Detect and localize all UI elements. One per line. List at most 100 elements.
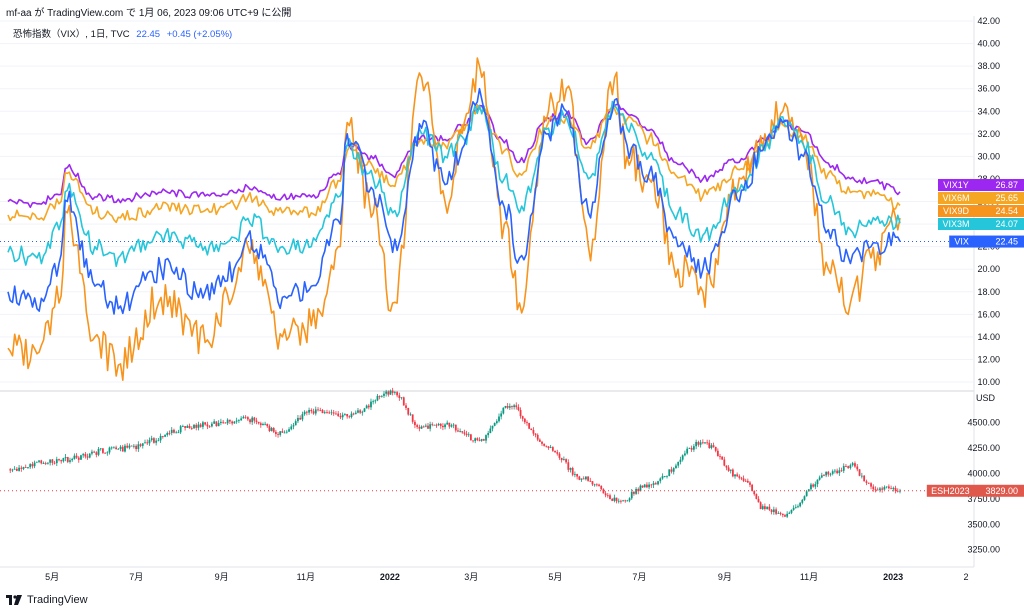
es-candle[interactable] bbox=[838, 470, 841, 474]
es-candle[interactable] bbox=[319, 409, 322, 411]
es-candle[interactable] bbox=[576, 474, 579, 477]
es-candle[interactable] bbox=[803, 496, 806, 500]
es-candle[interactable] bbox=[639, 485, 642, 492]
es-candle[interactable] bbox=[763, 506, 766, 509]
last-value-tag-vix9d[interactable]: VIX9D 24.54 bbox=[938, 205, 1024, 217]
es-candle[interactable] bbox=[378, 395, 381, 397]
es-candle[interactable] bbox=[562, 459, 565, 461]
es-candle[interactable] bbox=[463, 432, 466, 434]
es-candle[interactable] bbox=[628, 498, 631, 501]
es-candle[interactable] bbox=[574, 474, 576, 475]
es-candle[interactable] bbox=[437, 423, 440, 425]
es-candle[interactable] bbox=[534, 433, 537, 435]
es-candle[interactable] bbox=[199, 424, 202, 427]
es-candle[interactable] bbox=[224, 422, 227, 424]
es-candle[interactable] bbox=[719, 456, 721, 458]
es-candle[interactable] bbox=[186, 425, 189, 428]
es-candle[interactable] bbox=[135, 445, 138, 450]
es-candle[interactable] bbox=[517, 407, 520, 411]
es-candle[interactable] bbox=[97, 449, 100, 455]
series-line-vix[interactable] bbox=[7, 87, 901, 315]
es-candle[interactable] bbox=[751, 484, 754, 492]
es-candle[interactable] bbox=[429, 424, 432, 429]
es-candle[interactable] bbox=[99, 448, 102, 450]
es-candle[interactable] bbox=[106, 452, 109, 454]
es-candle[interactable] bbox=[344, 414, 346, 415]
es-candle[interactable] bbox=[424, 425, 427, 427]
es-candle[interactable] bbox=[515, 405, 518, 408]
es-candle[interactable] bbox=[865, 481, 868, 483]
es-candle[interactable] bbox=[444, 424, 446, 428]
es-candle[interactable] bbox=[646, 484, 648, 488]
es-candle[interactable] bbox=[602, 489, 605, 494]
es-candle[interactable] bbox=[259, 423, 262, 426]
es-candle[interactable] bbox=[493, 423, 496, 426]
es-candle[interactable] bbox=[589, 480, 592, 482]
es-candle[interactable] bbox=[489, 428, 492, 434]
es-candle[interactable] bbox=[40, 460, 43, 464]
es-candle[interactable] bbox=[511, 406, 513, 408]
es-candle[interactable] bbox=[874, 489, 877, 491]
es-candle[interactable] bbox=[606, 495, 609, 497]
es-candle[interactable] bbox=[301, 414, 304, 420]
es-candle[interactable] bbox=[251, 417, 254, 423]
es-candle[interactable] bbox=[305, 411, 308, 413]
es-candle[interactable] bbox=[684, 453, 686, 456]
es-candle[interactable] bbox=[354, 412, 357, 414]
es-candle[interactable] bbox=[626, 500, 629, 502]
es-candle[interactable] bbox=[659, 478, 662, 482]
es-candle[interactable] bbox=[359, 410, 362, 413]
es-candle[interactable] bbox=[523, 418, 526, 423]
es-candle[interactable] bbox=[704, 442, 706, 444]
es-candle[interactable] bbox=[467, 434, 470, 436]
es-candle[interactable] bbox=[461, 431, 464, 433]
es-candle[interactable] bbox=[753, 491, 756, 495]
es-candle[interactable] bbox=[788, 512, 791, 514]
es-candle[interactable] bbox=[121, 446, 124, 452]
es-candle[interactable] bbox=[115, 447, 117, 450]
es-candle[interactable] bbox=[500, 413, 503, 417]
es-candle[interactable] bbox=[641, 485, 644, 488]
es-candle[interactable] bbox=[253, 417, 256, 421]
es-candle[interactable] bbox=[20, 467, 23, 469]
es-candle[interactable] bbox=[519, 410, 522, 417]
es-candle[interactable] bbox=[292, 425, 295, 427]
es-candle[interactable] bbox=[44, 463, 47, 464]
es-candle[interactable] bbox=[870, 483, 872, 487]
es-candle[interactable] bbox=[337, 413, 340, 417]
es-candle[interactable] bbox=[582, 478, 585, 480]
es-candle[interactable] bbox=[249, 419, 251, 423]
es-candle[interactable] bbox=[476, 438, 479, 440]
es-candle[interactable] bbox=[348, 416, 351, 418]
es-candle[interactable] bbox=[521, 416, 524, 419]
es-candle[interactable] bbox=[190, 428, 193, 429]
es-candle[interactable] bbox=[27, 467, 29, 468]
es-candle[interactable] bbox=[530, 428, 533, 431]
es-candle[interactable] bbox=[609, 495, 611, 499]
es-candle[interactable] bbox=[141, 443, 144, 446]
es-candle[interactable] bbox=[9, 469, 12, 471]
es-candle[interactable] bbox=[144, 442, 146, 444]
es-candle[interactable] bbox=[332, 412, 335, 414]
es-candle[interactable] bbox=[139, 444, 142, 446]
es-candle[interactable] bbox=[560, 457, 563, 461]
es-candle[interactable] bbox=[593, 484, 596, 486]
es-candle[interactable] bbox=[206, 424, 209, 427]
es-candle[interactable] bbox=[370, 401, 372, 408]
es-candle[interactable] bbox=[851, 463, 854, 466]
series-line-vix3m[interactable] bbox=[7, 100, 901, 268]
es-candle[interactable] bbox=[712, 445, 715, 447]
es-candle[interactable] bbox=[272, 428, 275, 432]
last-value-tag-vix3m[interactable]: VIX3M 24.07 bbox=[938, 218, 1024, 230]
es-candle[interactable] bbox=[858, 469, 861, 476]
es-candle[interactable] bbox=[86, 456, 89, 458]
es-candle[interactable] bbox=[317, 409, 319, 411]
es-candle[interactable] bbox=[831, 471, 834, 474]
es-candle[interactable] bbox=[508, 406, 511, 408]
es-candle[interactable] bbox=[42, 463, 45, 464]
es-candle[interactable] bbox=[784, 515, 786, 517]
es-candle[interactable] bbox=[372, 401, 375, 403]
es-candle[interactable] bbox=[786, 513, 789, 517]
es-candle[interactable] bbox=[314, 409, 317, 414]
es-candle[interactable] bbox=[772, 509, 775, 513]
